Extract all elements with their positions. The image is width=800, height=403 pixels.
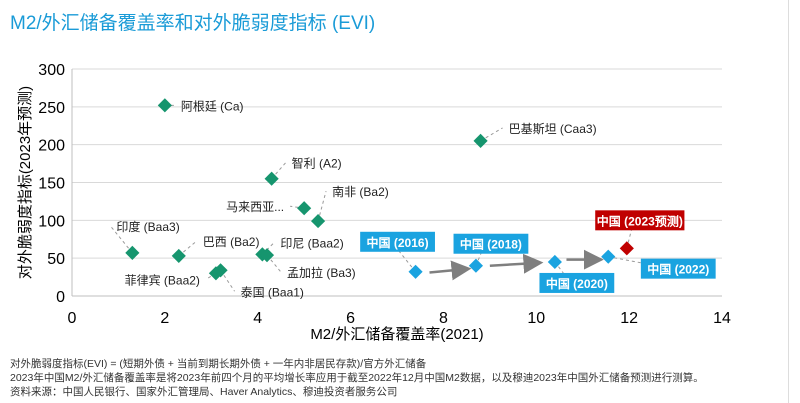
y-tick-label: 150 <box>38 176 65 193</box>
point-label: 巴基斯坦 (Caa3) <box>509 122 597 136</box>
leader-line <box>554 261 572 284</box>
x-tick-label: 0 <box>68 310 77 327</box>
footnote-evi: 对外脆弱度指标(EVI) = (短期外债 + 当前到期长期外债 + 一年内非居民… <box>10 358 427 370</box>
point-label-box <box>539 272 615 293</box>
point-label: 中国 (2018) <box>460 237 522 252</box>
trend-arrow <box>489 253 544 274</box>
x-tick-label: 12 <box>620 310 638 327</box>
point-label: 阿根廷 (Ca) <box>181 99 244 113</box>
data-point <box>259 248 275 263</box>
point-label: 中国 (2020) <box>546 276 608 291</box>
trend-arrow <box>429 260 472 281</box>
y-axis-label: 对外脆弱度指标(2023年预测) <box>16 86 34 279</box>
x-tick-label: 8 <box>439 310 448 327</box>
point-label-box <box>640 258 716 279</box>
data-point <box>547 254 562 270</box>
data-point <box>157 98 172 113</box>
footnotes: 对外脆弱度指标(EVI) = (短期外债 + 当前到期长期外债 + 一年内非居民… <box>10 357 704 399</box>
point-label-box <box>453 233 529 254</box>
point-label: 印尼 (Baa2) <box>280 236 343 250</box>
point-label: 菲律宾 (Baa2) <box>125 272 200 287</box>
y-tick-label: 0 <box>56 289 65 306</box>
point-label: 中国 (2022) <box>647 262 709 277</box>
point-label: 中国 (2016) <box>367 235 429 250</box>
x-tick-label: 4 <box>253 310 262 327</box>
data-point <box>297 201 312 216</box>
y-tick-label: 300 <box>38 62 65 79</box>
point-label: 巴西 (Ba2) <box>203 235 260 249</box>
data-point <box>408 264 423 279</box>
data-point <box>619 241 634 256</box>
data-point <box>264 171 279 186</box>
point-label: 泰国 (Baa1) <box>241 285 304 299</box>
chart-title: M2/外汇储备覆盖率和对外脆弱度指标 (EVI) <box>10 13 376 34</box>
x-tick-label: 14 <box>713 310 731 327</box>
x-tick-label: 6 <box>346 310 355 327</box>
point-label: 马来西亚... <box>226 200 284 214</box>
leader-line <box>220 269 235 292</box>
leader-line <box>178 240 198 257</box>
leader-line <box>480 127 503 142</box>
footnote-method: 2023年中国M2/外汇储备覆盖率是将2023年前四个月的平均增长率应用于截至2… <box>10 372 704 384</box>
data-point <box>311 214 326 229</box>
point-label-box <box>595 210 685 231</box>
data-point <box>125 245 140 260</box>
footnote-source: 资料来源：中国人民银行、国家外汇管理局、Haver Analytics、穆迪投资… <box>10 386 398 398</box>
point-label-box <box>360 231 435 252</box>
data-point <box>601 249 616 264</box>
point-label: 南非 (Ba2) <box>332 184 389 199</box>
data-point <box>473 133 488 148</box>
x-axis-label: M2/外汇储备覆盖率(2021) <box>310 326 483 343</box>
data-point <box>171 248 186 263</box>
data-point <box>468 258 483 273</box>
divider <box>788 0 789 403</box>
y-tick-label: 200 <box>38 138 65 155</box>
y-tick-label: 100 <box>38 213 65 230</box>
point-label: 中国 (2023预测) <box>597 213 683 228</box>
point-label: 印度 (Baa3) <box>116 219 179 234</box>
leader-line <box>266 254 282 273</box>
point-label: 智利 (A2) <box>292 156 342 171</box>
x-tick-label: 2 <box>160 310 169 327</box>
y-tick-label: 50 <box>47 251 65 268</box>
data-point <box>213 263 228 278</box>
leader-line <box>317 190 327 222</box>
y-tick-label: 250 <box>38 100 65 117</box>
point-label: 孟加拉 (Ba3) <box>287 265 356 280</box>
x-tick-label: 10 <box>527 310 545 327</box>
